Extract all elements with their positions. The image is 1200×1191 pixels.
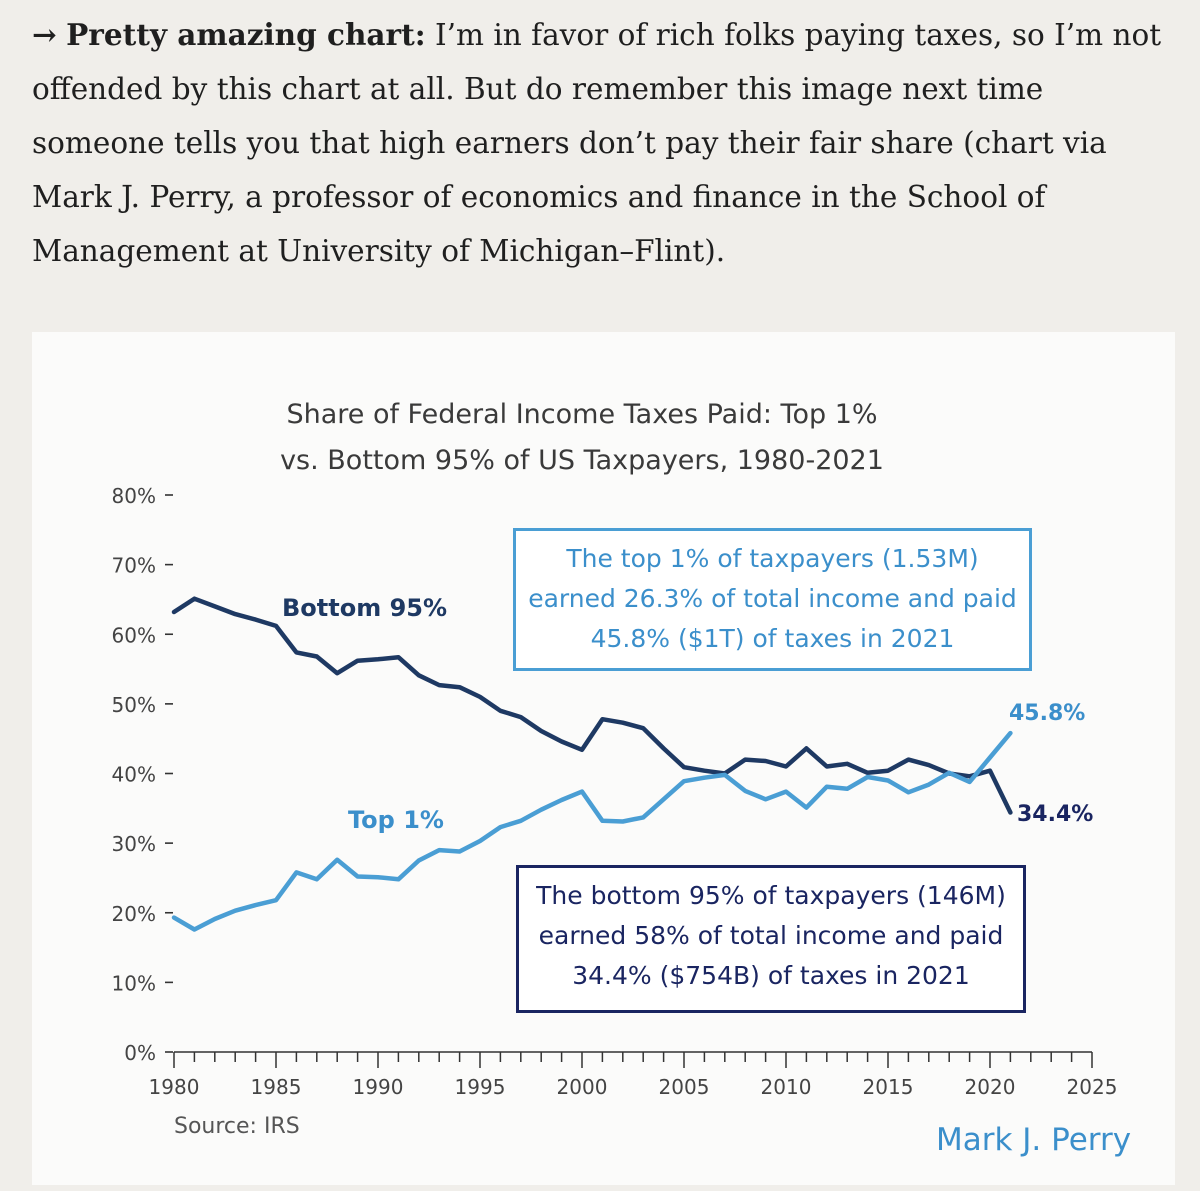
bottom95-series-label: Bottom 95% [282, 594, 448, 622]
bottom95-callout-line: The bottom 95% of taxpayers (146M) [536, 881, 1006, 910]
x-tick-label: 2000 [557, 1075, 608, 1099]
top1-series-label: Top 1% [348, 806, 444, 834]
article-lead: Pretty amazing chart: [66, 17, 426, 52]
bottom95-callout-line: 34.4% ($754B) of taxes in 2021 [572, 961, 970, 990]
y-tick-label: 0% [124, 1041, 156, 1065]
y-tick-label: 30% [112, 832, 156, 856]
axes: 0% 10% 20% 30% 40% 50% 60% 70% 80% 1980 1985 1990 19… [112, 484, 1118, 1099]
x-tick-label: 1990 [353, 1075, 404, 1099]
x-tick-label: 1985 [251, 1075, 302, 1099]
y-tick-label: 80% [112, 484, 156, 508]
top1-callout-line: The top 1% of taxpayers (1.53M) [566, 544, 979, 573]
bottom95-series-line [171, 596, 1013, 815]
chart-card: Share of Federal Income Taxes Paid: Top … [32, 332, 1175, 1185]
bottom95-callout-box: The bottom 95% of taxpayers (146M) earne… [516, 865, 1026, 1013]
x-tick-label: 1980 [149, 1075, 200, 1099]
x-tick-label: 2025 [1067, 1075, 1118, 1099]
x-tick-label: 2010 [761, 1075, 812, 1099]
x-tick-label: 2015 [863, 1075, 914, 1099]
article-body: I’m in favor of rich folks paying taxes,… [32, 18, 1162, 268]
y-tick-label: 20% [112, 902, 156, 926]
article-paragraph: → Pretty amazing chart: I’m in favor of … [32, 8, 1172, 278]
x-tick-label: 2005 [659, 1075, 710, 1099]
top1-end-label: 45.8% [1009, 701, 1086, 726]
y-tick-label: 50% [112, 693, 156, 717]
chart-source: Source: IRS [174, 1114, 300, 1139]
y-tick-label: 70% [112, 554, 156, 578]
top1-series-line [171, 730, 1013, 932]
y-tick-label: 60% [112, 623, 156, 647]
x-tick-label: 2020 [965, 1075, 1016, 1099]
top1-callout-line: earned 26.3% of total income and paid [528, 584, 1017, 613]
chart-svg: Share of Federal Income Taxes Paid: Top … [112, 399, 1118, 1099]
chart-title-line1: Share of Federal Income Taxes Paid: Top … [286, 399, 877, 430]
y-tick-label: 10% [112, 971, 156, 995]
chart-credit: Mark J. Perry [936, 1122, 1132, 1158]
top1-callout-box: The top 1% of taxpayers (1.53M) earned 2… [513, 528, 1032, 671]
bottom95-end-label: 34.4% [1017, 802, 1094, 827]
chart-title-line2: vs. Bottom 95% of US Taxpayers, 1980-202… [280, 445, 884, 476]
bottom95-callout-line: earned 58% of total income and paid [538, 921, 1004, 950]
top1-callout-line: 45.8% ($1T) of taxes in 2021 [590, 624, 955, 653]
y-tick-label: 40% [112, 763, 156, 787]
series-lines [171, 596, 1013, 932]
arrow-icon: → [32, 17, 57, 52]
x-tick-label: 1995 [455, 1075, 506, 1099]
